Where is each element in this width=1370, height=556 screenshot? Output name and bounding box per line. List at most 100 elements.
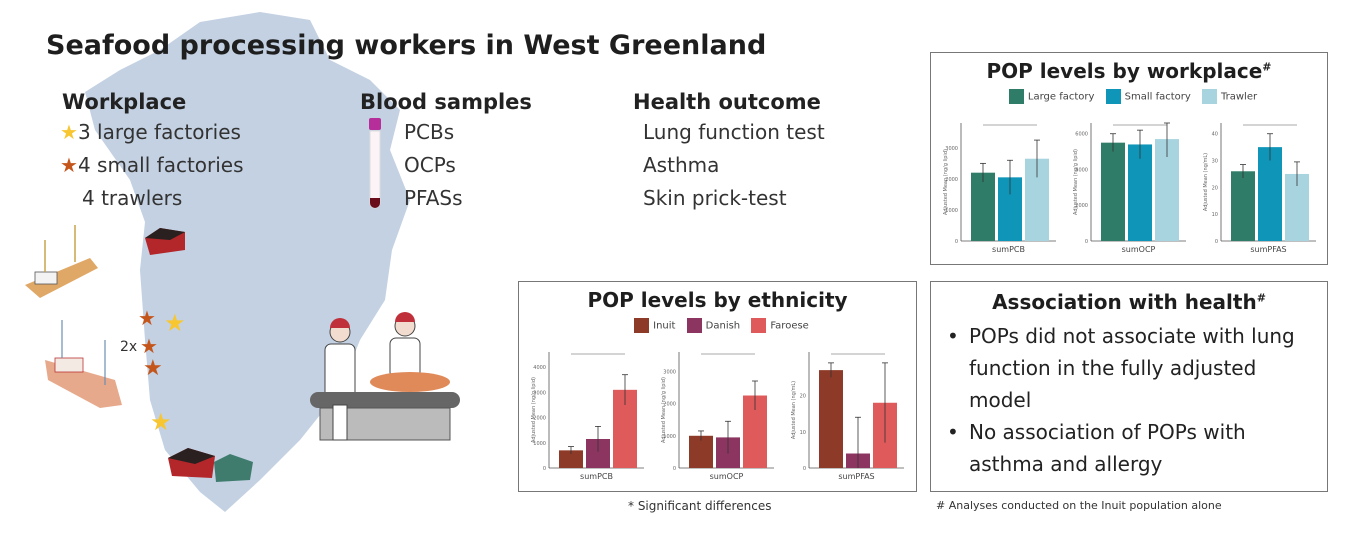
ethnicity-chart-panel: POP levels by ethnicity Inuit Danish Far… xyxy=(518,281,917,492)
bar-small-factory xyxy=(1258,147,1282,241)
workplace-item: 4 trawlers xyxy=(60,182,244,215)
legend-swatch xyxy=(1201,89,1217,104)
y-tick-label: 1000 xyxy=(945,208,958,214)
blood-tube-icon xyxy=(369,118,381,209)
y-tick-label: 4000 xyxy=(1075,167,1088,173)
x-tick-label: sumPFAS xyxy=(838,472,874,481)
legend-label: Faroese xyxy=(770,320,809,332)
blood-sample-item: PCBs xyxy=(404,120,455,144)
workers-conveyor-icon xyxy=(310,312,460,441)
ethnicity-footnote: * Significant differences xyxy=(628,499,772,513)
health-outcome-list: Lung function test Asthma Skin prick-tes… xyxy=(643,116,825,215)
blood-sample-item: OCPs xyxy=(404,153,456,177)
title-mark: # xyxy=(1262,60,1272,74)
workplace-item-label: 4 trawlers xyxy=(82,186,183,210)
y-tick-label: 30 xyxy=(1212,159,1218,165)
workplace-chart-panel: POP levels by workplace# Large factory S… xyxy=(930,52,1328,265)
workplace-item: ★3 large factories xyxy=(60,116,244,149)
health-outcome-item: Lung function test xyxy=(643,120,825,144)
y-tick-label: 0 xyxy=(543,466,546,472)
workplace-item-label: 3 large factories xyxy=(77,120,241,144)
ethnicity-legend: Inuit Danish Faroese xyxy=(519,318,916,333)
association-heading-text: Association with health xyxy=(992,290,1257,314)
bar-large-factory xyxy=(1231,171,1255,241)
title-mark: # xyxy=(1256,291,1266,305)
small-factory-star-icon: ★ xyxy=(143,356,163,381)
bar-inuit xyxy=(689,435,713,468)
legend-label: Large factory xyxy=(1027,91,1095,103)
association-bullet: No association of POPs with asthma and a… xyxy=(947,416,1319,480)
y-tick-label: 20 xyxy=(800,394,806,400)
y-tick-label: 3000 xyxy=(663,369,676,375)
gold-star-icon: ★ xyxy=(60,120,78,144)
health-outcome-item: Asthma xyxy=(643,153,720,177)
legend-swatch xyxy=(686,318,702,333)
y-tick-label: 2000 xyxy=(945,177,958,183)
bar-inuit xyxy=(819,370,843,468)
small-factory-star-icon: ★ xyxy=(140,334,158,358)
bar-small-factory xyxy=(1128,144,1152,241)
legend-swatch xyxy=(634,318,650,333)
trawler-ship-icon xyxy=(25,225,98,298)
bar-large-factory xyxy=(971,172,995,241)
large-factory-star-icon: ★ xyxy=(150,408,172,436)
legend-label: Inuit xyxy=(653,320,676,332)
bar-large-factory xyxy=(1101,142,1125,241)
workplace-item-label: 4 small factories xyxy=(77,153,244,177)
y-tick-label: 0 xyxy=(673,466,676,472)
y-tick-label: 0 xyxy=(1085,239,1088,245)
y-tick-label: 3000 xyxy=(533,390,546,396)
y-tick-label: 40 xyxy=(1212,132,1218,138)
y-tick-label: 0 xyxy=(955,239,958,245)
greenland-map xyxy=(25,12,410,512)
y-axis-label: Adjusted Mean (ng/g lipid) xyxy=(943,149,949,215)
workplace-item: ★4 small factories xyxy=(60,149,244,182)
x-tick-label: sumOCP xyxy=(710,472,744,481)
bar-inuit xyxy=(559,450,583,468)
blood-samples-list: PCBs OCPs PFASs xyxy=(404,116,463,215)
y-tick-label: 0 xyxy=(803,466,806,472)
association-footnote: # Analyses conducted on the Inuit popula… xyxy=(936,499,1222,512)
workplace-chart-title: POP levels by workplace# xyxy=(931,59,1327,83)
red-houses-icon xyxy=(168,448,253,482)
association-bullet: POPs did not associate with lung functio… xyxy=(947,320,1319,416)
y-tick-label: 6000 xyxy=(1075,132,1088,138)
y-tick-label: 10 xyxy=(1212,212,1218,218)
chart-title-text: POP levels by workplace xyxy=(986,59,1263,83)
y-tick-label: 1000 xyxy=(663,434,676,440)
legend-label: Small factory xyxy=(1124,91,1191,103)
workplace-heading: Workplace xyxy=(62,90,187,114)
large-factory-star-icon: ★ xyxy=(164,309,186,337)
x-tick-label: sumPCB xyxy=(992,245,1025,254)
y-axis-label: Adjusted Mean (ng/mL) xyxy=(1203,153,1209,211)
legend-label: Trawler xyxy=(1220,91,1258,103)
health-outcome-item: Skin prick-test xyxy=(643,186,787,210)
y-tick-label: 3000 xyxy=(945,146,958,152)
main-title: Seafood processing workers in West Green… xyxy=(46,30,767,61)
health-outcome-heading: Health outcome xyxy=(633,90,821,114)
legend-swatch xyxy=(1105,89,1121,104)
y-axis-label: Adjusted Mean (ng/g lipid) xyxy=(531,377,537,443)
y-tick-label: 2000 xyxy=(533,416,546,422)
map-note: 2x xyxy=(120,339,138,355)
association-panel: Association with health# POPs did not as… xyxy=(930,281,1328,492)
association-heading: Association with health# xyxy=(931,290,1327,314)
legend-swatch xyxy=(1008,89,1024,104)
trawler-ship-icon xyxy=(45,320,122,408)
y-tick-label: 4000 xyxy=(533,365,546,371)
orange-star-icon: ★ xyxy=(60,153,78,177)
ethnicity-chart-title: POP levels by ethnicity xyxy=(587,288,848,312)
legend-label: Danish xyxy=(705,320,741,332)
small-factory-star-icon: ★ xyxy=(138,306,156,330)
y-tick-label: 1000 xyxy=(533,441,546,447)
x-tick-label: sumPCB xyxy=(580,472,613,481)
y-axis-label: Adjusted Mean (ng/g lipid) xyxy=(661,377,667,443)
y-tick-label: 2000 xyxy=(1075,203,1088,209)
workplace-list: ★3 large factories ★4 small factories 4 … xyxy=(60,116,244,215)
x-tick-label: sumOCP xyxy=(1122,245,1156,254)
blood-sample-item: PFASs xyxy=(404,186,463,210)
workplace-legend: Large factory Small factory Trawler xyxy=(931,89,1327,104)
red-house-icon xyxy=(145,228,185,255)
